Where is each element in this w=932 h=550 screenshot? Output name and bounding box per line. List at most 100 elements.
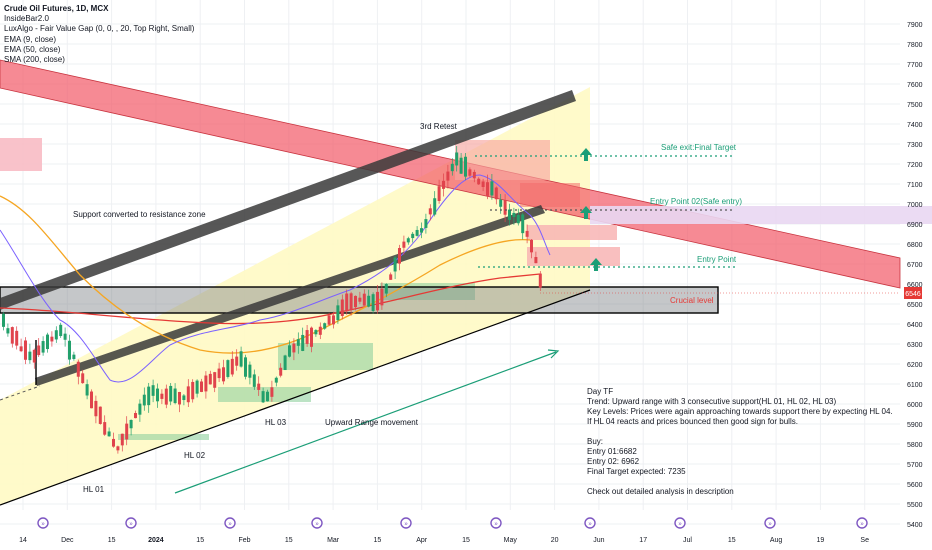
candle	[279, 367, 283, 376]
event-marker-icon[interactable]	[125, 517, 137, 529]
candle	[314, 330, 318, 335]
last-price-tag: 6546	[904, 287, 922, 299]
candle	[217, 368, 221, 379]
price-axis[interactable]: 5400 5500 5600 5700 5800 5900 6000 6100 6200 6300…	[907, 22, 923, 529]
candle	[213, 372, 217, 388]
time-tick-label: 19	[817, 537, 825, 544]
time-tick-label: Se	[860, 537, 869, 544]
legend-title: Crude Oil Futures, 1D, MCX	[4, 4, 109, 13]
candle	[336, 305, 340, 321]
legend: Crude Oil Futures, 1D, MCX InsideBar2.0 …	[4, 4, 194, 65]
note-line: If HL 04 reacts and prices bounced then …	[587, 417, 798, 426]
candle	[134, 412, 137, 419]
event-marker-icon[interactable]	[224, 517, 236, 529]
candle	[19, 346, 23, 352]
candle	[116, 446, 120, 451]
entry-01-marker	[478, 258, 735, 271]
time-tick-label: Feb	[238, 537, 250, 544]
legend-item[interactable]: SMA (200, close)	[4, 55, 65, 65]
candle	[10, 327, 14, 344]
candle	[151, 385, 155, 396]
time-axis[interactable]: 14 Dec 15 2024 15 Feb 15 Mar 15 Apr 15 May 20 Jun 17 Ju…	[19, 517, 869, 544]
event-marker-glyph: »	[41, 522, 45, 528]
candles	[2, 146, 542, 454]
support-resistance-label: Support converted to resistance zone	[73, 210, 206, 219]
candle	[138, 403, 142, 415]
candle	[90, 391, 93, 409]
entry-point-02-label: Entry Point 02(Safe entry)	[650, 197, 742, 206]
candle	[81, 373, 85, 384]
candle	[472, 171, 476, 179]
supply-zone-purple	[590, 206, 932, 224]
candle	[521, 214, 525, 234]
candle	[525, 230, 529, 237]
upward-range-label: Upward Range movement	[325, 418, 419, 427]
time-tick-label: Apr	[416, 537, 428, 544]
price-tick-label: 6500	[907, 302, 923, 309]
candle	[464, 156, 467, 177]
candle	[402, 241, 406, 248]
candle	[15, 330, 19, 346]
event-marker-icon[interactable]	[584, 517, 596, 529]
candle	[477, 178, 481, 185]
event-marker-icon[interactable]	[400, 517, 412, 529]
note-line: Entry 02: 6962	[587, 457, 640, 466]
candle	[59, 324, 63, 337]
candle	[6, 328, 10, 334]
candle	[283, 355, 287, 371]
lower-support-line	[0, 289, 591, 506]
middle-channel-line	[35, 205, 545, 386]
event-marker-icon[interactable]	[674, 517, 686, 529]
event-marker-icon[interactable]	[490, 517, 502, 529]
hl03-label: HL 03	[265, 418, 287, 427]
price-tick-label: 7100	[907, 182, 923, 189]
candle	[85, 384, 89, 396]
ema-9-line	[0, 174, 551, 383]
candle	[270, 387, 274, 397]
legend-item[interactable]: LuxAlgo - Fair Value Gap (0, 0, , 20, To…	[4, 24, 195, 34]
price-tick-label: 6600	[907, 282, 923, 289]
candle	[406, 238, 410, 243]
time-tick-label: Aug	[770, 537, 783, 544]
candle	[68, 340, 71, 360]
candle	[32, 349, 36, 363]
candle	[415, 229, 419, 236]
candle	[169, 385, 173, 402]
resistance-band	[0, 59, 901, 289]
event-marker-icon[interactable]	[37, 517, 49, 529]
price-tick-label: 5700	[907, 462, 923, 469]
candle	[261, 391, 265, 403]
candle	[54, 330, 58, 340]
price-tick-label: 6000	[907, 402, 923, 409]
retest-label: 3rd Retest	[420, 122, 458, 131]
candle	[310, 327, 313, 347]
legend-item[interactable]: InsideBar2.0	[4, 14, 49, 24]
price-tick-label: 7700	[907, 62, 923, 69]
price-tick-label: 6400	[907, 322, 923, 329]
candle	[433, 198, 437, 215]
crucial-level-label: Crucial level	[670, 296, 714, 305]
price-tick-label: 6300	[907, 342, 923, 349]
candle	[266, 391, 269, 402]
candle	[340, 299, 344, 316]
candle	[424, 219, 428, 228]
candle	[318, 326, 322, 335]
legend-item[interactable]: EMA (50, close)	[4, 44, 61, 54]
candle	[252, 374, 256, 387]
candle	[125, 423, 129, 440]
time-tick-label: Mar	[327, 537, 340, 544]
candle	[50, 336, 54, 342]
candle	[384, 284, 388, 294]
candle	[239, 351, 243, 367]
event-marker-icon[interactable]	[764, 517, 776, 529]
time-tick-label: 2024	[148, 537, 164, 544]
entry-02-marker	[490, 206, 735, 219]
final-target-marker	[475, 148, 735, 161]
time-tick-label: 15	[108, 537, 116, 544]
legend-item[interactable]: EMA (9, close)	[4, 34, 57, 44]
event-marker-icon[interactable]	[311, 517, 323, 529]
event-marker-icon[interactable]	[856, 517, 868, 529]
time-tick-label: 15	[285, 537, 293, 544]
safe-exit-label: Safe exit:Final Target	[661, 143, 737, 152]
